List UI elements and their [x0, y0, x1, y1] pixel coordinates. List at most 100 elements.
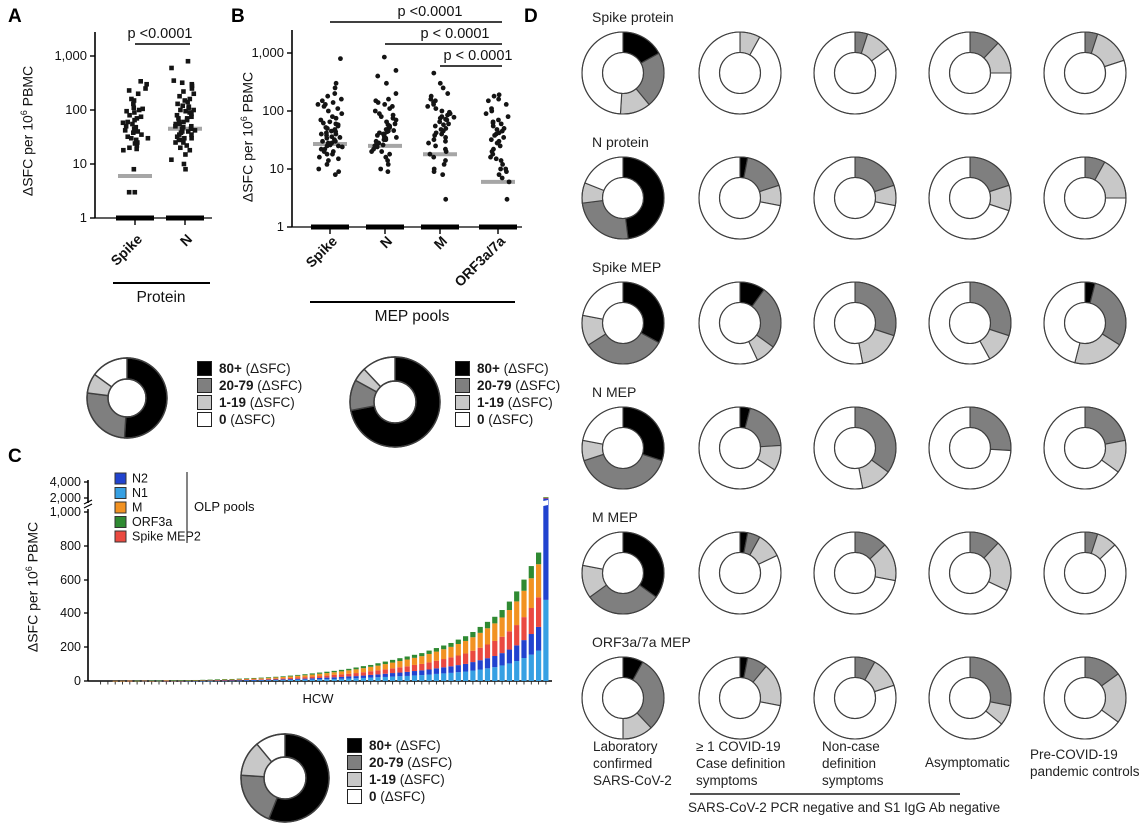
donut-chart-d-r4c2 — [698, 406, 782, 490]
bar-segment — [543, 497, 549, 498]
bar-segment — [419, 663, 425, 671]
bar-segment — [397, 676, 403, 681]
scatter-point — [496, 117, 501, 123]
donut-outline — [698, 406, 782, 490]
bar-segment — [324, 675, 330, 678]
donut-chart-d-r2c1 — [581, 156, 665, 240]
scatter-point — [446, 121, 451, 127]
scatter-point — [139, 132, 144, 137]
scatter-point — [125, 134, 131, 140]
pcr-negative-bracket — [690, 793, 960, 795]
ytick-label: 100 — [262, 103, 284, 118]
bar-segment — [397, 658, 403, 662]
scatter-point — [127, 112, 132, 118]
panel-d-letter: D — [524, 6, 538, 27]
scatter-point — [143, 86, 148, 91]
scatter-point — [128, 135, 134, 141]
bar-segment — [338, 671, 345, 675]
legend-swatch-spikemep2 — [114, 530, 127, 543]
donut-hole-outline — [718, 51, 762, 95]
bar-segment — [492, 623, 498, 641]
donut-hole-outline — [718, 301, 762, 345]
scatter-point — [491, 93, 497, 99]
scatter-point — [132, 189, 138, 195]
bar-segment — [265, 677, 272, 679]
scatter-point — [181, 89, 186, 94]
bar-segment — [433, 660, 439, 669]
donut-chart-d-r3c3 — [813, 281, 897, 365]
donut-hole-outline — [1063, 676, 1107, 720]
donut-segment — [583, 453, 663, 490]
bar-segment — [470, 670, 476, 681]
scatter-point — [192, 128, 198, 133]
donut-b-legend: 80+ (ΔSFC) 20-79 (ΔSFC) 1-19 (ΔSFC) 0 (Δ… — [455, 360, 560, 428]
bar-segment — [236, 680, 242, 682]
scatter-point — [336, 169, 342, 175]
bar-segment — [222, 680, 228, 682]
scatter-point — [184, 116, 190, 121]
scatter-point — [183, 108, 188, 114]
scatter-point — [189, 135, 194, 141]
bar-segment — [251, 679, 257, 681]
scatter-point — [338, 96, 344, 102]
legend-item: 0 (ΔSFC) — [347, 788, 452, 805]
scatter-point — [318, 131, 324, 137]
bar-segment — [390, 659, 396, 663]
bar-segment — [463, 663, 469, 672]
bar-segment — [433, 668, 439, 674]
donut-chart-d-r6c2 — [698, 656, 782, 740]
scatter-point — [319, 98, 325, 104]
bar-segment — [302, 675, 308, 678]
bar-segment — [492, 655, 498, 668]
scatter-point — [169, 65, 174, 71]
scatter-point — [186, 104, 192, 110]
bar-segment — [287, 679, 293, 680]
ytick-label: 200 — [60, 640, 81, 654]
panel-c-xlabel: HCW — [302, 691, 334, 706]
scatter-point — [496, 96, 502, 102]
donut-outline — [581, 531, 665, 615]
donut-hole-outline — [1063, 301, 1107, 345]
donut-outline — [928, 656, 1012, 740]
donut-hole-outline — [833, 51, 877, 95]
bar-segment — [353, 676, 359, 679]
bar-segment — [295, 674, 301, 676]
scatter-point — [381, 54, 387, 60]
scatter-point — [187, 147, 193, 153]
bar-segment — [536, 552, 542, 565]
bar-segment — [477, 660, 483, 670]
scatter-point — [333, 121, 339, 127]
bar-segment — [536, 597, 542, 627]
donut-hole-outline — [718, 676, 762, 720]
scatter-point — [169, 157, 174, 163]
bar-segment — [222, 679, 228, 681]
donut-segment — [240, 774, 279, 820]
bar-segment — [309, 676, 315, 679]
bar-segment — [455, 639, 461, 644]
bar-segment — [419, 656, 425, 664]
bar-segment — [484, 628, 491, 645]
scatter-point — [375, 73, 381, 79]
bar-segment — [506, 649, 512, 664]
bar-segment — [222, 679, 228, 680]
donut-chart-d-r5c3 — [813, 531, 897, 615]
bar-segment — [236, 678, 242, 680]
scatter-point — [330, 114, 335, 120]
ytick-label: 2,000 — [50, 491, 81, 505]
scatter-point — [392, 121, 398, 127]
donut-chart-d-r4c3 — [813, 406, 897, 490]
bar-segment — [499, 653, 505, 666]
scatter-point — [122, 128, 128, 133]
bar-segment — [455, 672, 461, 681]
scatter-point — [441, 122, 446, 128]
bar-segment — [543, 599, 549, 681]
scatter-point — [131, 101, 136, 107]
bar-segment — [499, 617, 505, 637]
donut-outline — [813, 156, 897, 240]
axis-break-mark — [83, 499, 93, 505]
bar-segment — [426, 669, 432, 675]
scatter-point — [185, 129, 191, 134]
legend-item: 0 (ΔSFC) — [197, 411, 302, 428]
scatter-point — [133, 137, 139, 143]
